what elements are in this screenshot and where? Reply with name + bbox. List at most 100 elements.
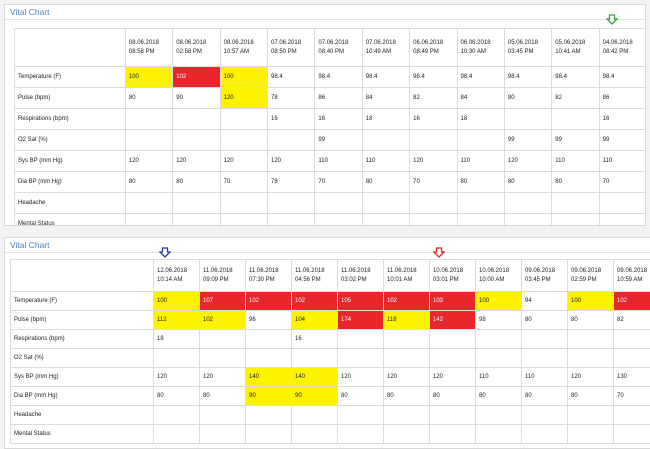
vital-value-cell	[124, 108, 174, 130]
vital-value-cell: 99	[598, 129, 645, 151]
row-label: Dia BP (mm Hg)	[10, 386, 154, 406]
vital-value-cell	[475, 329, 522, 349]
vital-value-cell: 100	[219, 66, 269, 88]
vital-value-cell: 70	[613, 386, 650, 406]
column-time: 09:09 PM	[203, 276, 229, 283]
column-header: 05.06.2018 10:41 AM	[551, 28, 600, 67]
column-header: 05.06.2018 03:45 PM	[503, 28, 553, 67]
vital-value-cell	[503, 192, 553, 214]
vital-value-cell: 70	[219, 171, 269, 193]
column-date: 07.06.2018	[271, 39, 302, 46]
row-label: Mental Status	[10, 424, 154, 444]
vital-value-cell	[475, 348, 522, 368]
vital-value-cell	[266, 213, 316, 225]
column-date: 12.06.2018	[157, 267, 188, 274]
vital-value-cell: 16	[598, 108, 645, 130]
column-time: 08:58 PM	[128, 48, 155, 55]
column-time: 08:50 PM	[271, 48, 297, 55]
row-label: Sys BP (mm Hg)	[14, 150, 126, 172]
vital-value-cell: 16	[266, 108, 316, 130]
vital-value-cell	[291, 348, 338, 368]
column-date: 05.06.2018	[507, 39, 538, 46]
panel-title: Vital Chart	[10, 240, 50, 250]
column-header: 09.06.2018 03:45 PM	[521, 259, 568, 292]
table-row: Pulse (bpm) 80 90 120 78 86 84 82 84 80 82 86	[14, 87, 645, 109]
row-label: Respirations (bpm)	[14, 108, 126, 130]
vital-value-cell: 80	[199, 386, 246, 406]
vital-value-cell	[429, 348, 476, 368]
vital-value-cell	[245, 348, 292, 368]
vital-value-cell: 120	[266, 150, 316, 172]
vital-value-cell	[567, 424, 614, 444]
vital-value-cell	[475, 405, 522, 425]
corner-header-cell	[10, 259, 154, 292]
column-date: 08.06.2018	[223, 39, 254, 46]
vital-value-cell	[245, 329, 292, 349]
vital-value-cell	[199, 405, 246, 425]
column-time: 10:59 AM	[617, 276, 643, 283]
column-header: 08.06.2018 10:57 AM	[219, 28, 269, 67]
vital-value-cell: 130	[613, 367, 650, 387]
table-row: Headache	[10, 405, 650, 425]
column-header: 07.06.2018 08:50 PM	[266, 28, 316, 67]
row-label: O2 Sat (%)	[10, 348, 154, 368]
vital-value-cell	[551, 192, 600, 214]
vital-value-cell: 80	[551, 171, 600, 193]
vital-value-cell: 102	[245, 291, 292, 311]
column-date: 10.06.2018	[433, 267, 464, 274]
vital-value-cell: 96	[245, 310, 292, 330]
vital-value-cell: 98.4	[598, 66, 645, 88]
corner-header-cell	[14, 28, 126, 67]
column-time: 10:30 AM	[460, 48, 486, 55]
vital-value-cell: 98.4	[361, 66, 411, 88]
vital-value-cell: 100	[153, 291, 200, 311]
vital-value-cell	[383, 348, 430, 368]
column-date: 06.06.2018	[413, 39, 444, 46]
vital-value-cell: 80	[361, 171, 411, 193]
vital-value-cell	[219, 129, 269, 151]
column-time: 03:45 PM	[525, 276, 551, 283]
vital-value-cell	[383, 329, 430, 349]
column-header: 06.06.2018 10:30 AM	[456, 28, 505, 67]
vital-value-cell: 98.4	[551, 66, 600, 88]
column-header: 11.06.2018 09:09 PM	[199, 259, 246, 292]
column-header: 09.06.2018 02:59 PM	[567, 259, 614, 292]
vital-value-cell: 120	[503, 150, 553, 172]
vital-value-cell	[521, 424, 568, 444]
vital-value-cell: 142	[429, 310, 476, 330]
column-header: 06.06.2018 08:49 PM	[409, 28, 458, 67]
column-date: 06.06.2018	[460, 39, 491, 46]
column-header: 10.06.2018 03:01 PM	[429, 259, 476, 292]
vital-value-cell	[314, 192, 363, 214]
column-date: 11.06.2018	[295, 267, 325, 274]
vital-value-cell: 70	[598, 171, 645, 193]
vital-value-cell	[521, 348, 568, 368]
vital-value-cell: 98.4	[456, 66, 505, 88]
row-label: Sys BP (mm Hg)	[10, 367, 154, 387]
vital-value-cell	[613, 329, 650, 349]
column-time: 07:30 PM	[249, 276, 275, 283]
column-date: 05.06.2018	[555, 39, 586, 46]
vital-value-cell	[521, 329, 568, 349]
vital-value-cell	[409, 129, 458, 151]
vital-value-cell	[337, 329, 384, 349]
vital-value-cell: 120	[219, 150, 269, 172]
vital-value-cell	[598, 213, 645, 225]
vital-value-cell	[124, 129, 174, 151]
row-label: Temperature (F)	[14, 66, 126, 88]
column-header: 11.06.2018 03:02 PM	[337, 259, 384, 292]
vital-value-cell: 99	[314, 129, 363, 151]
vital-value-cell: 99	[503, 129, 553, 151]
vital-value-cell	[361, 129, 411, 151]
vital-value-cell: 102	[383, 291, 430, 311]
vital-value-cell: 102	[172, 66, 221, 88]
vital-value-cell	[598, 192, 645, 214]
vital-value-cell: 110	[551, 150, 600, 172]
vital-value-cell: 80	[521, 310, 568, 330]
table-row: Temperature (F) 100 107 102 102 105 102 103 100 9…	[10, 291, 650, 311]
vital-value-cell: 18	[153, 329, 200, 349]
table-row: O2 Sat (%)	[10, 348, 650, 368]
vital-value-cell: 80	[383, 386, 430, 406]
row-label: Temperature (F)	[10, 291, 154, 311]
column-date: 08.06.2018	[176, 39, 207, 46]
